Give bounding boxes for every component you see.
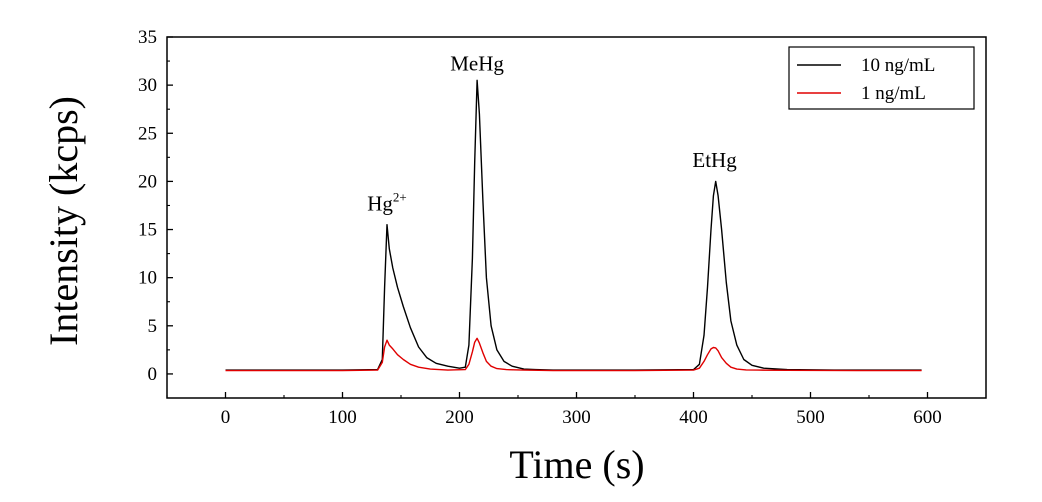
y-tick-label: 10	[138, 268, 157, 289]
x-tick-label: 200	[445, 407, 474, 428]
peak-label-superscript: 2+	[393, 189, 407, 204]
x-tick-label: 500	[796, 407, 825, 428]
legend-label-0: 10 ng/mL	[861, 55, 935, 76]
x-tick-label: 600	[913, 407, 942, 428]
y-tick-label: 15	[138, 220, 157, 241]
peak-label-2: EtHg	[692, 148, 737, 172]
y-tick-label: 5	[148, 316, 158, 337]
x-axis-title: Time (s)	[509, 442, 644, 487]
x-tick-label: 400	[679, 407, 708, 428]
legend: 10 ng/mL 1 ng/mL	[788, 46, 975, 110]
y-tick-label: 0	[148, 364, 158, 385]
x-tick-label: 300	[562, 407, 591, 428]
legend-label-1: 1 ng/mL	[861, 83, 926, 104]
x-tick-label: 100	[328, 407, 357, 428]
x-tick-label: 0	[221, 407, 231, 428]
series-line-1	[225, 337, 922, 372]
y-tick-label: 20	[138, 171, 157, 192]
y-tick-label: 30	[138, 75, 157, 96]
y-tick-label: 35	[138, 27, 157, 48]
y-axis-title: Intensity (kcps)	[41, 96, 86, 346]
peak-label-1: MeHg	[450, 52, 504, 76]
series-line-0	[225, 79, 922, 371]
y-tick-label: 25	[138, 123, 157, 144]
legend-box	[788, 46, 975, 110]
